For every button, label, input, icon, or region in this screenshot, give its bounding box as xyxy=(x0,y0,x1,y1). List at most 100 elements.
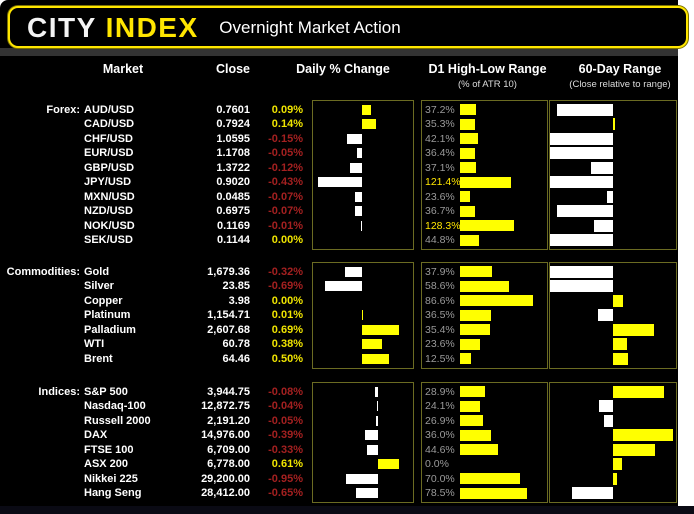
daily-change-bar xyxy=(378,459,399,470)
close-value: 29,200.00 xyxy=(201,472,250,485)
close-value: 0.0485 xyxy=(216,190,250,203)
column-header-60day-range: 60-Day Range xyxy=(578,62,662,76)
d1-range-label: 70.0% xyxy=(425,472,455,485)
change-value: -0.12% xyxy=(268,161,303,174)
d1-range-bar xyxy=(460,191,470,203)
market-name: S&P 500 xyxy=(84,385,128,398)
d1-range-bar xyxy=(460,205,475,217)
d1-range-bar xyxy=(460,400,480,412)
market-name: Nasdaq-100 xyxy=(84,400,146,412)
range60-bar xyxy=(550,280,613,293)
market-name: SEK/USD xyxy=(84,234,133,246)
close-value: 1,154.71 xyxy=(207,309,250,321)
range60-bar xyxy=(613,338,627,351)
d1-range-label: 23.6% xyxy=(425,338,455,350)
daily-change-bar xyxy=(355,206,362,217)
range60-bar xyxy=(598,309,613,322)
daily-change-bar xyxy=(357,148,362,159)
d1-range-bar xyxy=(460,220,514,232)
d1-range-bar xyxy=(460,324,490,336)
header-shadow xyxy=(0,48,678,56)
range60-bar xyxy=(613,458,622,471)
market-name: ASX 200 xyxy=(84,458,129,470)
change-value: -0.65% xyxy=(268,487,303,499)
d1-range-label: 12.5% xyxy=(425,352,455,365)
close-value: 0.7924 xyxy=(216,118,250,130)
market-name: Silver xyxy=(84,280,114,292)
range60-bar xyxy=(572,487,613,500)
d1-range-bar xyxy=(460,473,520,485)
close-value: 6,778.00 xyxy=(207,458,250,470)
close-value: 0.9020 xyxy=(216,176,250,188)
d1-range-bar xyxy=(460,309,491,321)
close-value: 6,709.00 xyxy=(207,443,250,456)
panel-daily xyxy=(312,262,414,369)
d1-range-label: 86.6% xyxy=(425,294,455,307)
close-value: 23.85 xyxy=(222,280,250,292)
close-value: 28,412.00 xyxy=(201,487,250,499)
market-name: Palladium xyxy=(84,323,136,336)
change-value: 0.14% xyxy=(271,118,303,130)
close-value: 2,607.68 xyxy=(207,323,250,336)
market-name: WTI xyxy=(84,338,105,350)
change-value: -0.15% xyxy=(268,132,303,145)
range60-bar xyxy=(613,429,673,442)
change-value: 0.01% xyxy=(271,309,303,321)
change-value: 0.00% xyxy=(271,294,303,307)
range60-bar xyxy=(594,219,613,232)
change-value: -0.32% xyxy=(268,265,303,278)
d1-range-label: 23.6% xyxy=(425,190,455,203)
d1-range-label: 24.1% xyxy=(425,400,455,412)
change-value: 0.69% xyxy=(271,323,303,336)
header-bar: CITY INDEX Overnight Market Action xyxy=(8,6,688,48)
daily-change-bar xyxy=(345,266,362,277)
d1-range-bar xyxy=(460,266,492,278)
daily-change-bar xyxy=(356,488,378,499)
d1-range-bar xyxy=(460,133,478,145)
market-name: Platinum xyxy=(84,309,131,321)
d1-range-label: 36.0% xyxy=(425,429,455,441)
market-name: AUD/USD xyxy=(84,103,135,116)
page-title: Overnight Market Action xyxy=(219,18,401,37)
daily-change-bar xyxy=(362,119,376,130)
range60-bar xyxy=(613,118,615,131)
d1-range-label: 37.9% xyxy=(425,265,455,278)
close-value: 1,679.36 xyxy=(207,265,250,278)
daily-change-bar xyxy=(325,281,362,292)
market-name: NZD/USD xyxy=(84,205,133,217)
bottom-band xyxy=(0,506,694,514)
range60-bar xyxy=(613,385,664,398)
column-header-daily-change: Daily % Change xyxy=(296,62,390,76)
range60-bar xyxy=(613,443,655,456)
close-value: 0.1144 xyxy=(216,234,250,246)
d1-range-label: 0.0% xyxy=(425,458,449,470)
d1-range-label: 78.5% xyxy=(425,487,455,499)
range60-bar xyxy=(557,205,613,218)
d1-range-label: 37.1% xyxy=(425,161,455,174)
d1-range-label: 36.5% xyxy=(425,309,455,321)
daily-change-bar xyxy=(350,162,362,173)
daily-change-bar xyxy=(362,339,382,350)
close-value: 2,191.20 xyxy=(207,414,250,427)
close-value: 14,976.00 xyxy=(201,429,250,441)
d1-range-label: 44.6% xyxy=(425,443,455,456)
market-name: Brent xyxy=(84,352,113,365)
range60-bar xyxy=(613,294,623,307)
market-name: Hang Seng xyxy=(84,487,142,499)
change-value: -0.01% xyxy=(268,219,303,232)
market-name: Copper xyxy=(84,294,123,307)
panel-r60 xyxy=(549,382,677,503)
range60-bar xyxy=(613,352,628,365)
range60-bar xyxy=(604,414,613,427)
range60-bar xyxy=(591,161,613,174)
market-name: NOK/USD xyxy=(84,219,135,232)
market-name: GBP/USD xyxy=(84,161,135,174)
column-subheader-d1-range: (% of ATR 10) xyxy=(458,79,517,90)
change-value: -0.05% xyxy=(268,147,303,159)
daily-change-bar xyxy=(362,104,371,115)
d1-range-bar xyxy=(460,386,485,398)
range60-bar xyxy=(613,472,617,485)
range60-bar xyxy=(550,147,613,160)
logo-city-text: CITY xyxy=(27,12,97,43)
